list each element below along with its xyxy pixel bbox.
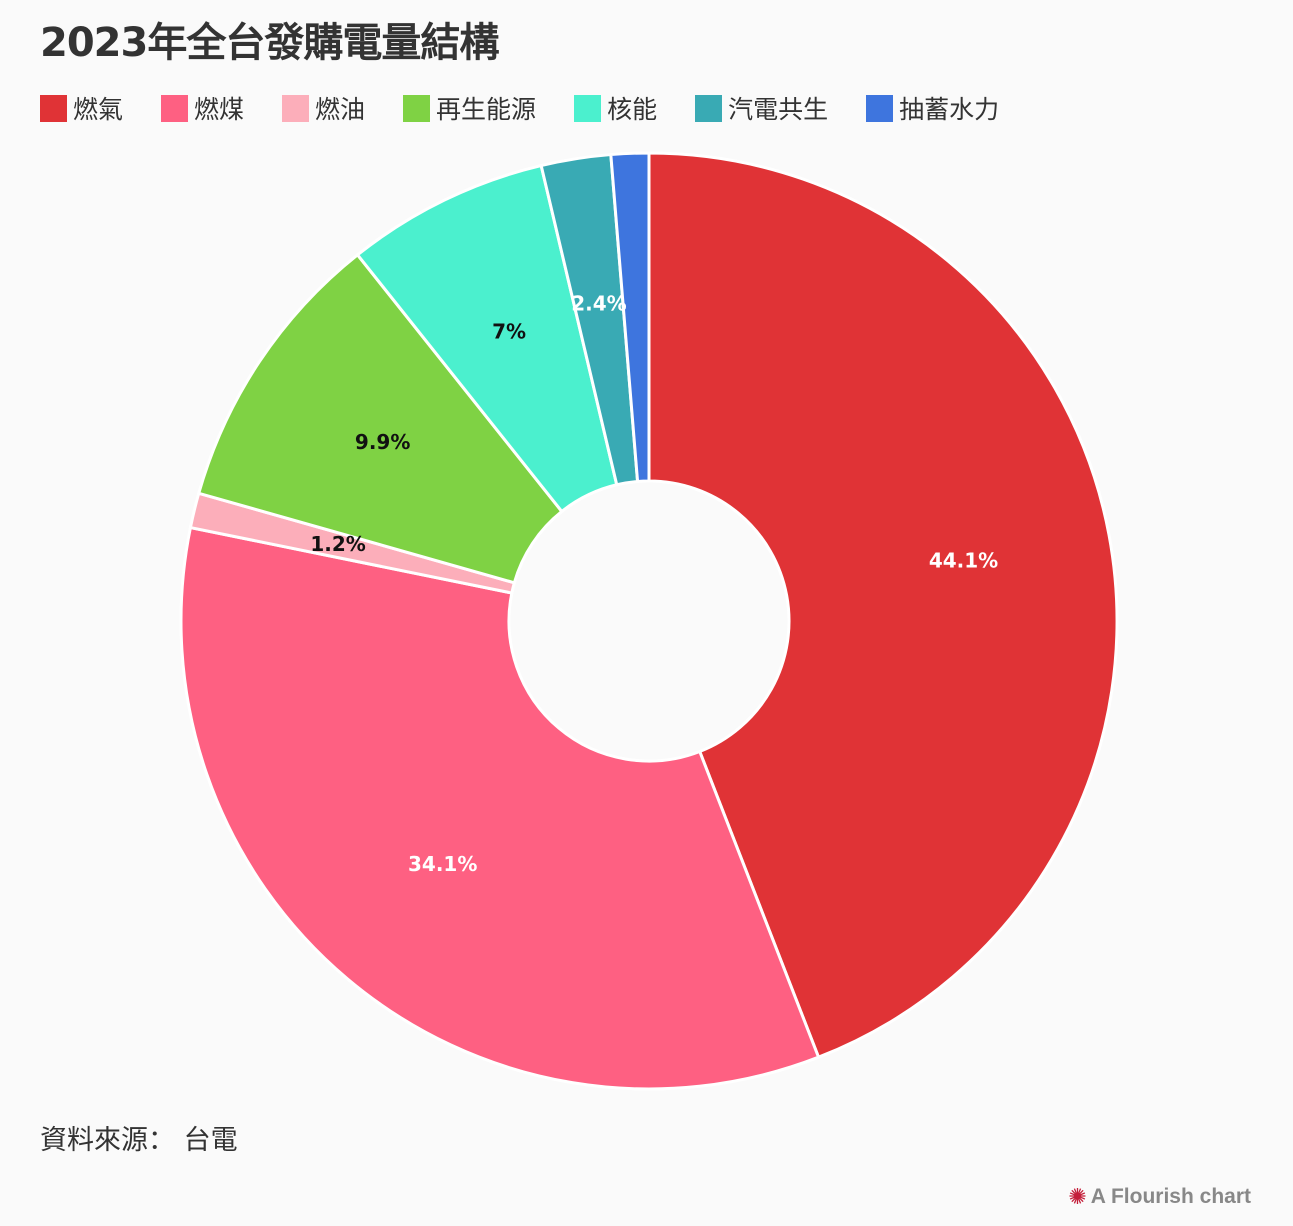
legend: 燃氣 燃煤 燃油 再生能源 核能 汽電共生 抽蓄水力 (40, 90, 1037, 126)
slice-value-label: 44.1% (929, 549, 998, 573)
legend-label: 抽蓄水力 (899, 95, 1000, 124)
pie-slice[interactable] (609, 151, 651, 484)
flourish-credit[interactable]: ✺ A Flourish chart (1068, 1184, 1251, 1210)
slice-value-label: 9.9% (355, 430, 410, 454)
pie-slice[interactable] (647, 151, 1119, 1060)
legend-swatch (282, 94, 310, 122)
pie-slice[interactable] (179, 525, 821, 1091)
legend-swatch (866, 94, 894, 122)
legend-label: 燃油 (315, 95, 366, 124)
legend-label: 核能 (607, 95, 658, 124)
legend-item[interactable]: 汽電共生 (695, 90, 828, 126)
legend-label: 汽電共生 (728, 95, 829, 124)
legend-swatch (40, 94, 67, 122)
legend-swatch (574, 94, 602, 122)
pie-slice[interactable] (196, 252, 564, 585)
slice-value-label: 1.2% (310, 532, 365, 556)
slice-value-label: 7% (492, 320, 526, 344)
credit-text: A Flourish chart (1090, 1185, 1251, 1208)
legend-item[interactable]: 核能 (574, 90, 657, 126)
flourish-burst-icon: ✺ (1068, 1184, 1087, 1209)
legend-item[interactable]: 抽蓄水力 (866, 90, 999, 126)
legend-item[interactable]: 再生能源 (403, 90, 536, 126)
slice-value-label: 34.1% (408, 852, 477, 876)
legend-swatch (695, 94, 723, 122)
legend-swatch (403, 94, 431, 122)
legend-item[interactable]: 燃氣 (40, 90, 123, 126)
chart-title: 2023年全台發購電量結構 (40, 20, 499, 66)
legend-item[interactable]: 燃煤 (161, 90, 244, 126)
legend-item[interactable]: 燃油 (282, 90, 365, 126)
source-note: 資料來源： 台電 (40, 1125, 238, 1156)
legend-label: 再生能源 (436, 95, 537, 124)
legend-label: 燃氣 (73, 95, 124, 124)
slice-value-label: 2.4% (571, 291, 626, 315)
pie-slice[interactable] (355, 163, 619, 514)
legend-swatch (161, 94, 189, 122)
legend-label: 燃煤 (194, 95, 245, 124)
